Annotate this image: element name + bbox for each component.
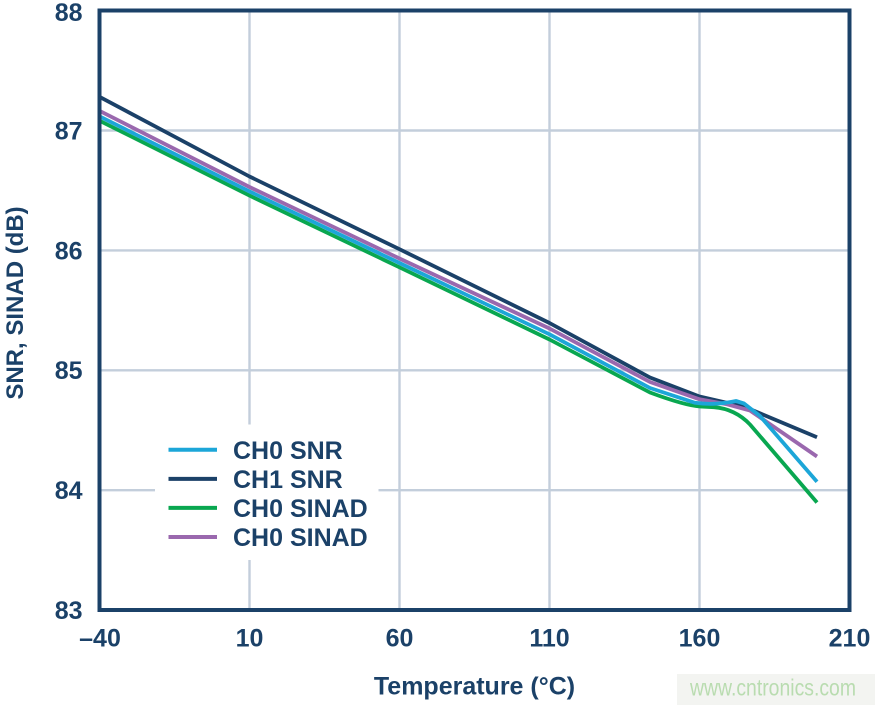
svg-text:83: 83 bbox=[55, 597, 83, 625]
svg-text:CH0 SINAD: CH0 SINAD bbox=[233, 495, 368, 523]
svg-text:SNR, SINAD (dB): SNR, SINAD (dB) bbox=[2, 206, 29, 399]
svg-text:88: 88 bbox=[55, 0, 83, 27]
svg-text:Temperature (°C): Temperature (°C) bbox=[374, 673, 575, 701]
svg-text:www.cntronics.com: www.cntronics.com bbox=[689, 675, 856, 701]
svg-text:CH0 SNR: CH0 SNR bbox=[233, 437, 343, 465]
svg-text:86: 86 bbox=[55, 237, 83, 265]
svg-text:87: 87 bbox=[55, 117, 83, 145]
svg-text:84: 84 bbox=[55, 477, 83, 505]
svg-text:CH1 SNR: CH1 SNR bbox=[233, 466, 343, 494]
svg-text:210: 210 bbox=[829, 624, 871, 652]
svg-text:–40: –40 bbox=[79, 624, 121, 652]
svg-text:85: 85 bbox=[55, 357, 83, 385]
svg-text:CH0 SINAD: CH0 SINAD bbox=[233, 524, 368, 552]
svg-text:110: 110 bbox=[529, 624, 569, 652]
svg-text:160: 160 bbox=[679, 624, 721, 652]
svg-text:10: 10 bbox=[236, 624, 264, 652]
svg-text:60: 60 bbox=[386, 624, 414, 652]
